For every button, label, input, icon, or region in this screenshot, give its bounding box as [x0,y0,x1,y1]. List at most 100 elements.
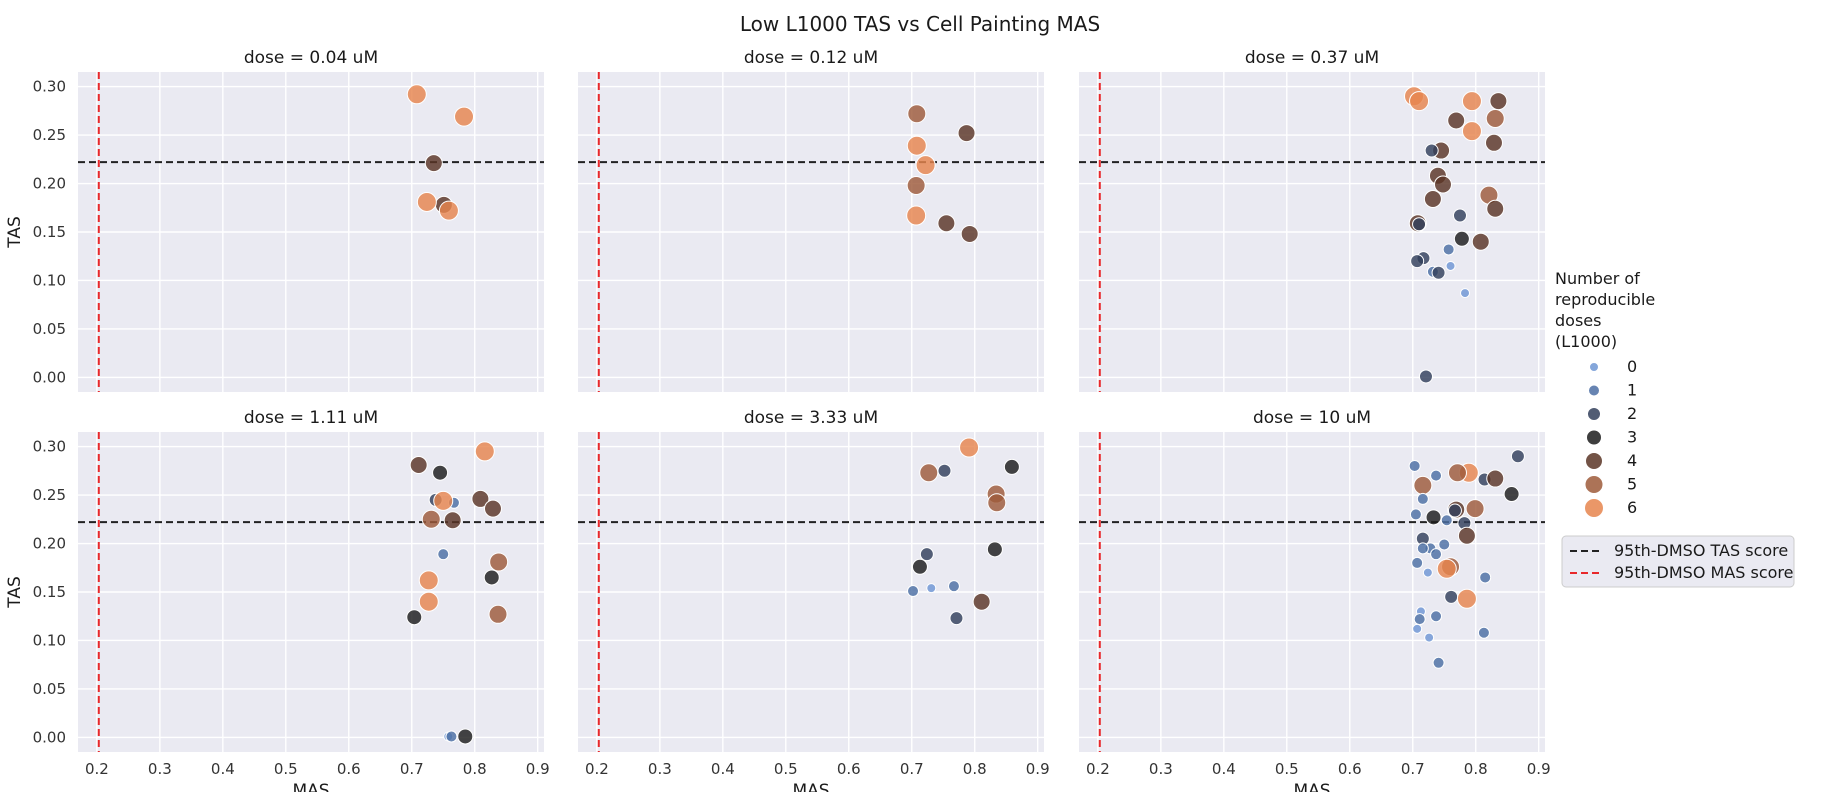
x-tick-label: 0.2 [85,760,109,778]
x-tick-label: 0.3 [648,760,672,778]
legend-marker [1584,498,1604,518]
data-point [1430,469,1443,482]
data-point [483,499,502,518]
data-point [489,552,509,572]
data-point [926,583,937,594]
y-tick-label: 0.20 [33,175,66,193]
data-point [1452,208,1467,223]
data-point [1438,538,1451,551]
data-point [1461,91,1482,112]
data-point [1503,486,1520,503]
y-tick-label: 0.10 [33,631,66,649]
data-point [443,511,462,530]
data-point [959,437,980,458]
data-point [438,200,459,221]
legend-level-label: 4 [1627,451,1637,470]
x-tick-label: 0.7 [1401,760,1425,778]
y-axis-label: TAS [5,576,25,609]
legend-level-label: 5 [1627,475,1637,494]
data-point [957,124,976,143]
legend-title-line: doses [1555,311,1601,330]
data-point [437,548,450,561]
facet-panel: dose = 10 uM 0.2 0.3 0.4 0.5 0.6 0.7 0.8 0.9 MAS [1079,408,1551,792]
x-tick-label: 0.8 [463,760,487,778]
data-point [1418,369,1433,384]
data-point [1432,656,1445,669]
line-legend-box [1561,535,1795,588]
legend-title-line: (L1000) [1555,332,1617,351]
x-tick-label: 0.3 [148,760,172,778]
data-point [986,541,1003,558]
y-tick-label: 0.25 [33,486,66,504]
x-tick-label: 0.7 [400,760,424,778]
y-tick-label: 0.15 [33,583,66,601]
x-tick-label: 0.6 [337,760,361,778]
x-tick-label: 0.7 [900,760,924,778]
data-point [960,224,979,243]
x-tick-label: 0.9 [1026,760,1050,778]
x-tick-label: 0.9 [526,760,550,778]
x-tick-label: 0.4 [1212,760,1236,778]
data-point [1412,623,1423,634]
data-point [1003,458,1020,475]
x-tick-label: 0.6 [1338,760,1362,778]
legend-marker [1584,475,1604,494]
data-point [1486,199,1505,218]
y-tick-label: 0.10 [33,271,66,289]
facet-panel: dose = 0.12 uM [578,48,1044,392]
legend-level-label: 1 [1627,381,1637,400]
data-point [1413,613,1426,626]
data-point [1416,542,1429,555]
legend-marker [1587,407,1601,421]
data-point [1412,217,1427,232]
data-point [1436,558,1457,579]
y-tick-label: 0.30 [33,78,66,96]
x-tick-label: 0.6 [837,760,861,778]
data-point [1489,92,1508,111]
data-point [1422,567,1433,578]
facet-panel: dose = 3.33 uM 0.2 0.3 0.4 0.5 0.6 0.7 0.8 0.9 MA… [578,408,1050,792]
data-point [1423,190,1442,209]
x-tick-label: 0.5 [1275,760,1299,778]
data-point [907,104,927,124]
facet-title: dose = 3.33 uM [744,408,878,428]
y-tick-label: 0.25 [33,126,66,144]
data-point [1461,121,1482,142]
data-point [919,463,939,483]
x-tick-label: 0.8 [963,760,987,778]
data-point [406,84,427,105]
data-point [409,455,428,474]
facet-panel: dose = 0.37 uM [1079,48,1545,392]
data-point [1408,459,1421,472]
y-tick-label: 0.15 [33,223,66,241]
x-tick-label: 0.2 [585,760,609,778]
data-point [1510,449,1525,464]
data-point [919,547,934,562]
data-point [1456,588,1477,609]
legend-level-label: 0 [1627,357,1637,376]
data-point [1425,509,1442,526]
data-point [1457,526,1476,545]
legend-title-line: reproducible [1555,290,1655,309]
data-point [1431,265,1446,280]
data-point [1424,143,1439,158]
legend-line-label: 95th-DMSO TAS score [1614,541,1788,560]
data-point [972,592,991,611]
legend-marker [1585,452,1603,470]
data-point [906,205,927,226]
x-tick-label: 0.2 [1086,760,1110,778]
y-tick-label: 0.00 [33,368,66,386]
data-point [421,509,441,529]
data-point [454,106,475,127]
data-point [1424,632,1435,643]
data-point [1440,514,1453,527]
data-point [474,441,495,462]
data-point [445,730,458,743]
data-point [418,570,439,591]
data-point [1453,230,1470,247]
data-point [471,489,490,508]
data-point [418,591,439,612]
legend: Number of reproducible doses (L1000) 0 1 2 3 4 5 6… [1555,269,1795,588]
facet-title: dose = 0.12 uM [744,48,878,68]
